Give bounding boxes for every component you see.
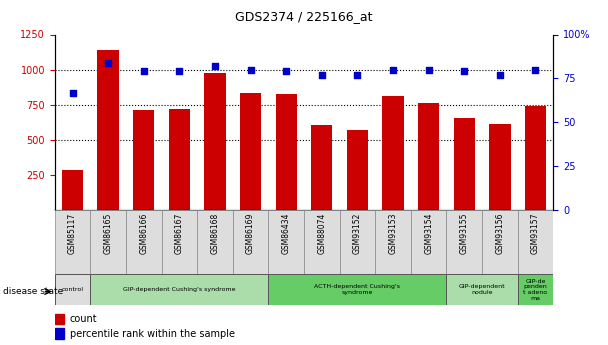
- Bar: [162, 210, 197, 274]
- Bar: [91, 274, 268, 305]
- Text: count: count: [70, 314, 97, 324]
- Text: GSM86165: GSM86165: [103, 213, 112, 254]
- Bar: [446, 210, 482, 274]
- Bar: [62, 170, 83, 210]
- Text: GSM93153: GSM93153: [389, 213, 398, 254]
- Point: [139, 69, 148, 74]
- Text: GSM86166: GSM86166: [139, 213, 148, 254]
- Bar: [525, 106, 546, 210]
- Bar: [268, 274, 446, 305]
- Bar: [311, 125, 333, 210]
- Point: [424, 67, 434, 72]
- Text: percentile rank within the sample: percentile rank within the sample: [70, 329, 235, 339]
- Bar: [240, 93, 261, 210]
- Bar: [517, 210, 553, 274]
- Bar: [55, 314, 64, 324]
- Text: GSM86168: GSM86168: [210, 213, 219, 254]
- Bar: [517, 274, 553, 305]
- Text: GSM86169: GSM86169: [246, 213, 255, 254]
- Bar: [418, 104, 440, 210]
- Text: GSM85117: GSM85117: [68, 213, 77, 254]
- Point: [460, 69, 469, 74]
- Text: GDS2374 / 225166_at: GDS2374 / 225166_at: [235, 10, 373, 23]
- Point: [317, 72, 326, 78]
- Text: GSM93157: GSM93157: [531, 213, 540, 254]
- Point: [531, 67, 541, 72]
- Text: GSM93152: GSM93152: [353, 213, 362, 254]
- Bar: [411, 210, 446, 274]
- Point: [353, 72, 362, 78]
- Text: GSM88074: GSM88074: [317, 213, 326, 254]
- Bar: [268, 210, 304, 274]
- Bar: [446, 274, 517, 305]
- Bar: [489, 124, 511, 210]
- Bar: [275, 93, 297, 210]
- Text: disease state: disease state: [3, 287, 63, 296]
- Bar: [454, 118, 475, 210]
- Text: GSM93154: GSM93154: [424, 213, 433, 254]
- Point: [282, 69, 291, 74]
- Bar: [347, 130, 368, 210]
- Point: [174, 69, 184, 74]
- Bar: [382, 97, 404, 210]
- Text: ACTH-dependent Cushing's
syndrome: ACTH-dependent Cushing's syndrome: [314, 284, 401, 295]
- Point: [246, 67, 255, 72]
- Text: GSM93155: GSM93155: [460, 213, 469, 254]
- Text: GIP-de
penden
t adeno
ma: GIP-de penden t adeno ma: [523, 279, 548, 301]
- Point: [495, 72, 505, 78]
- Text: GIP-dependent Cushing's syndrome: GIP-dependent Cushing's syndrome: [123, 287, 236, 292]
- Bar: [233, 210, 268, 274]
- Point: [210, 63, 220, 69]
- Bar: [375, 210, 411, 274]
- Bar: [340, 210, 375, 274]
- Bar: [197, 210, 233, 274]
- Point: [388, 67, 398, 72]
- Bar: [91, 210, 126, 274]
- Point: [67, 90, 77, 95]
- Text: GSM93156: GSM93156: [496, 213, 505, 254]
- Bar: [97, 50, 119, 210]
- Bar: [168, 109, 190, 210]
- Bar: [204, 73, 226, 210]
- Bar: [126, 210, 162, 274]
- Text: GSM86167: GSM86167: [175, 213, 184, 254]
- Bar: [55, 274, 91, 305]
- Text: control: control: [61, 287, 83, 292]
- Bar: [482, 210, 517, 274]
- Point: [103, 60, 113, 66]
- Bar: [55, 210, 91, 274]
- Bar: [55, 328, 64, 339]
- Text: GIP-dependent
nodule: GIP-dependent nodule: [459, 284, 505, 295]
- Text: GSM86434: GSM86434: [282, 213, 291, 254]
- Bar: [133, 110, 154, 210]
- Bar: [304, 210, 340, 274]
